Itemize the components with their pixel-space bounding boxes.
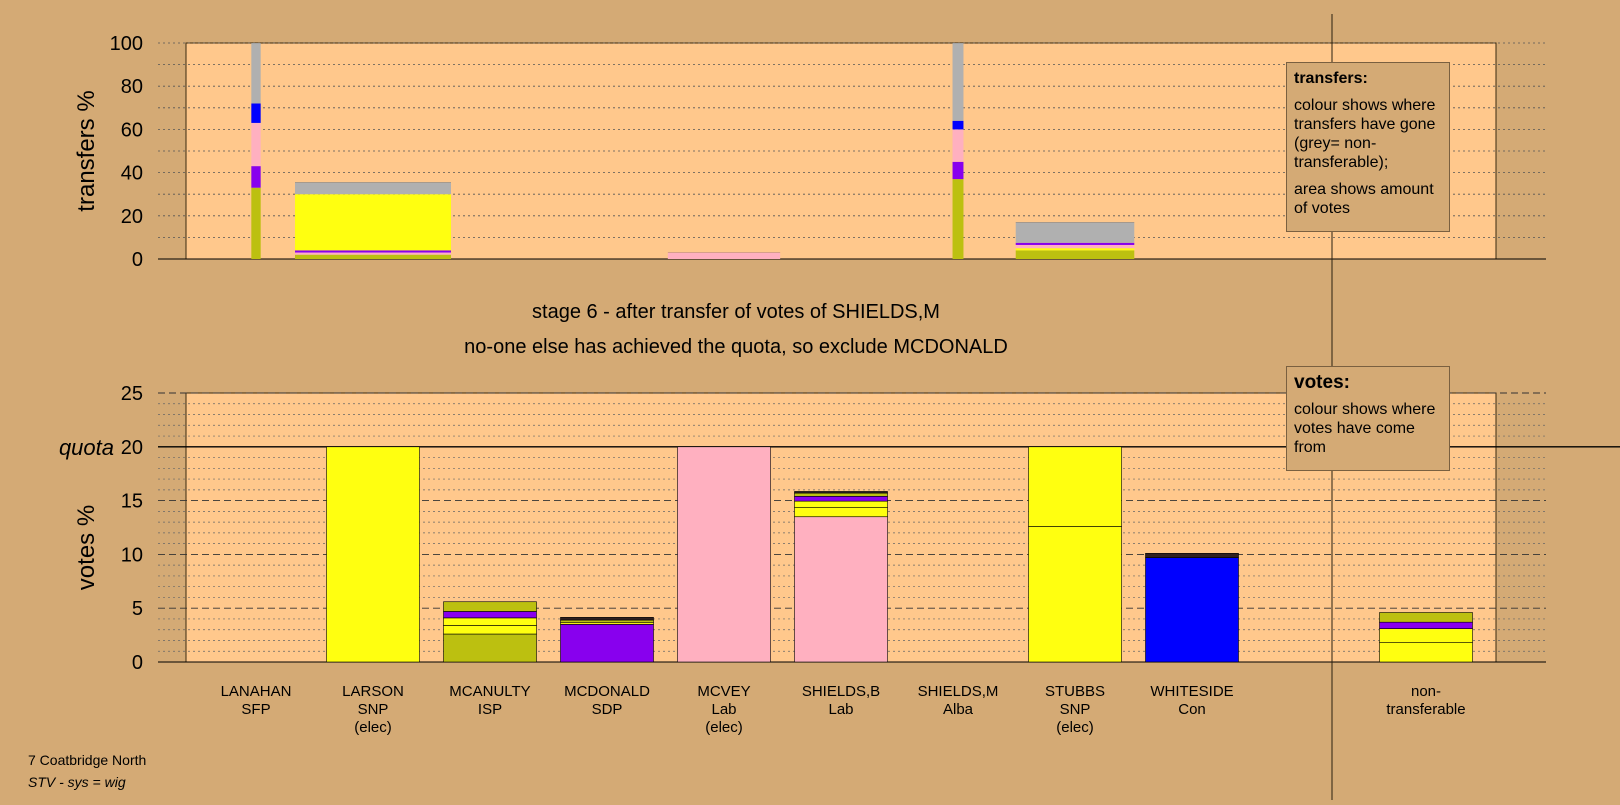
transfers-tick-label: 0	[132, 249, 143, 271]
transfers-bar-segment	[952, 120, 964, 130]
transfers-bar-segment	[952, 129, 964, 162]
votes-tick-label: 0	[132, 652, 143, 674]
votes-bar-segment	[560, 624, 654, 663]
candidate-party-label: Con	[1178, 701, 1206, 718]
transfers-bar-segment	[251, 187, 261, 259]
transfers-legend-text-2: area shows amount of votes	[1294, 181, 1434, 217]
votes-tick-label: 20	[121, 437, 143, 459]
transfers-bar-segment	[1015, 242, 1135, 245]
transfers-bar-segment	[251, 122, 261, 167]
candidate-name-label: non-	[1411, 683, 1441, 700]
votes-bar-segment	[794, 492, 888, 497]
transfers-bar-segment	[295, 252, 451, 255]
quota-label: quota	[59, 435, 114, 460]
votes-bar-segment	[443, 601, 537, 612]
votes-bar-segment	[677, 446, 771, 663]
votes-bar-segment	[1028, 526, 1122, 663]
candidate-name-label: MCANULTY	[449, 683, 530, 700]
votes-tick-label: 5	[132, 598, 143, 620]
votes-bar-segment	[443, 625, 537, 635]
transfers-bar-segment	[1015, 248, 1135, 251]
votes-bar-segment	[1379, 612, 1473, 623]
transfers-bar-segment	[1015, 222, 1135, 243]
candidate-party-label: SFP	[241, 701, 270, 718]
candidate-status-label: (elec)	[1056, 719, 1094, 736]
candidate-name-label: WHITESIDE	[1150, 683, 1233, 700]
transfers-bar-segment	[667, 252, 781, 259]
system-label: STV - sys = wig	[28, 774, 126, 790]
votes-bar-segment	[794, 507, 888, 518]
stage-title: stage 6 - after transfer of votes of SHI…	[532, 301, 940, 323]
candidate-name-label: LANAHAN	[221, 683, 292, 700]
candidate-name-label: STUBBS	[1045, 683, 1105, 700]
candidate-name-label: SHIELDS,B	[802, 683, 880, 700]
transfers-legend-text: colour shows where transfers have gone (…	[1294, 97, 1436, 171]
transfers-chart: 0 20 40 60 80 100 transfers %	[73, 33, 1546, 271]
transfers-legend: transfers: colour shows where transfers …	[1286, 62, 1450, 232]
votes-bar-segment	[326, 446, 420, 663]
transfers-legend-title: transfers:	[1294, 70, 1368, 87]
candidate-name-label: MCVEY	[697, 683, 750, 700]
transfers-tick-label: 100	[110, 33, 143, 55]
votes-bar-segment	[443, 633, 537, 663]
votes-bar-segment	[1028, 446, 1122, 527]
votes-bar-segment	[794, 500, 888, 508]
transfers-axis-label: transfers %	[73, 90, 100, 211]
votes-bar-segment	[1145, 557, 1239, 663]
votes-legend: votes: colour shows where votes have com…	[1286, 366, 1450, 471]
transfers-bar-segment	[251, 103, 261, 123]
transfers-tick-label: 80	[121, 76, 143, 98]
votes-bar-segment	[443, 611, 537, 619]
votes-legend-title: votes:	[1294, 372, 1350, 393]
votes-bar-segment	[1379, 628, 1473, 643]
transfers-bar-segment	[295, 250, 451, 253]
transfers-bar-segment	[1015, 244, 1135, 249]
candidate-party-label: ISP	[478, 701, 502, 718]
transfers-bar-segment	[952, 179, 964, 259]
votes-bar-segment	[1379, 642, 1473, 663]
transfers-bar-segment	[952, 161, 964, 180]
transfers-bar-segment	[251, 43, 261, 104]
votes-bar-segment	[794, 495, 888, 502]
votes-bar-segment	[443, 617, 537, 626]
transfers-bar-segment	[952, 43, 964, 121]
votes-bar-segment	[794, 491, 888, 494]
transfers-bar-segment	[251, 166, 261, 188]
candidate-party-label: Lab	[828, 701, 853, 718]
candidate-name-label: LARSON	[342, 683, 404, 700]
transfers-bar-segment	[295, 194, 451, 251]
candidate-status-label: (elec)	[705, 719, 743, 736]
action-title: no-one else has achieved the quota, so e…	[464, 336, 1008, 358]
transfers-bar-segment	[295, 182, 451, 195]
transfers-bar-segment	[295, 254, 451, 259]
candidate-name-label: SHIELDS,M	[918, 683, 999, 700]
candidate-status-label: (elec)	[354, 719, 392, 736]
votes-bar-segment	[560, 619, 654, 624]
votes-legend-text: colour shows where votes have come from	[1294, 401, 1436, 456]
candidate-name-label: MCDONALD	[564, 683, 650, 700]
candidate-party-label: SNP	[1060, 701, 1091, 718]
transfers-tick-label: 60	[121, 119, 143, 141]
candidate-party-label: SNP	[358, 701, 389, 718]
candidate-party-label: Lab	[711, 701, 736, 718]
votes-bar-segment	[1145, 553, 1239, 558]
transfers-tick-label: 20	[121, 206, 143, 228]
votes-axis-label: votes %	[73, 505, 100, 590]
transfers-tick-label: 40	[121, 163, 143, 185]
votes-bar-segment	[794, 516, 888, 663]
ward-name: 7 Coatbridge North	[28, 752, 147, 768]
votes-bar-segment	[560, 617, 654, 621]
candidate-party-label: SDP	[592, 701, 623, 718]
votes-tick-label: 10	[121, 544, 143, 566]
candidate-party-label: transferable	[1386, 701, 1465, 718]
votes-tick-label: 15	[121, 491, 143, 513]
candidate-party-label: Alba	[943, 701, 974, 718]
votes-tick-label: 25	[121, 383, 143, 405]
transfers-bar-segment	[1015, 250, 1135, 259]
votes-bar-segment	[1379, 621, 1473, 629]
